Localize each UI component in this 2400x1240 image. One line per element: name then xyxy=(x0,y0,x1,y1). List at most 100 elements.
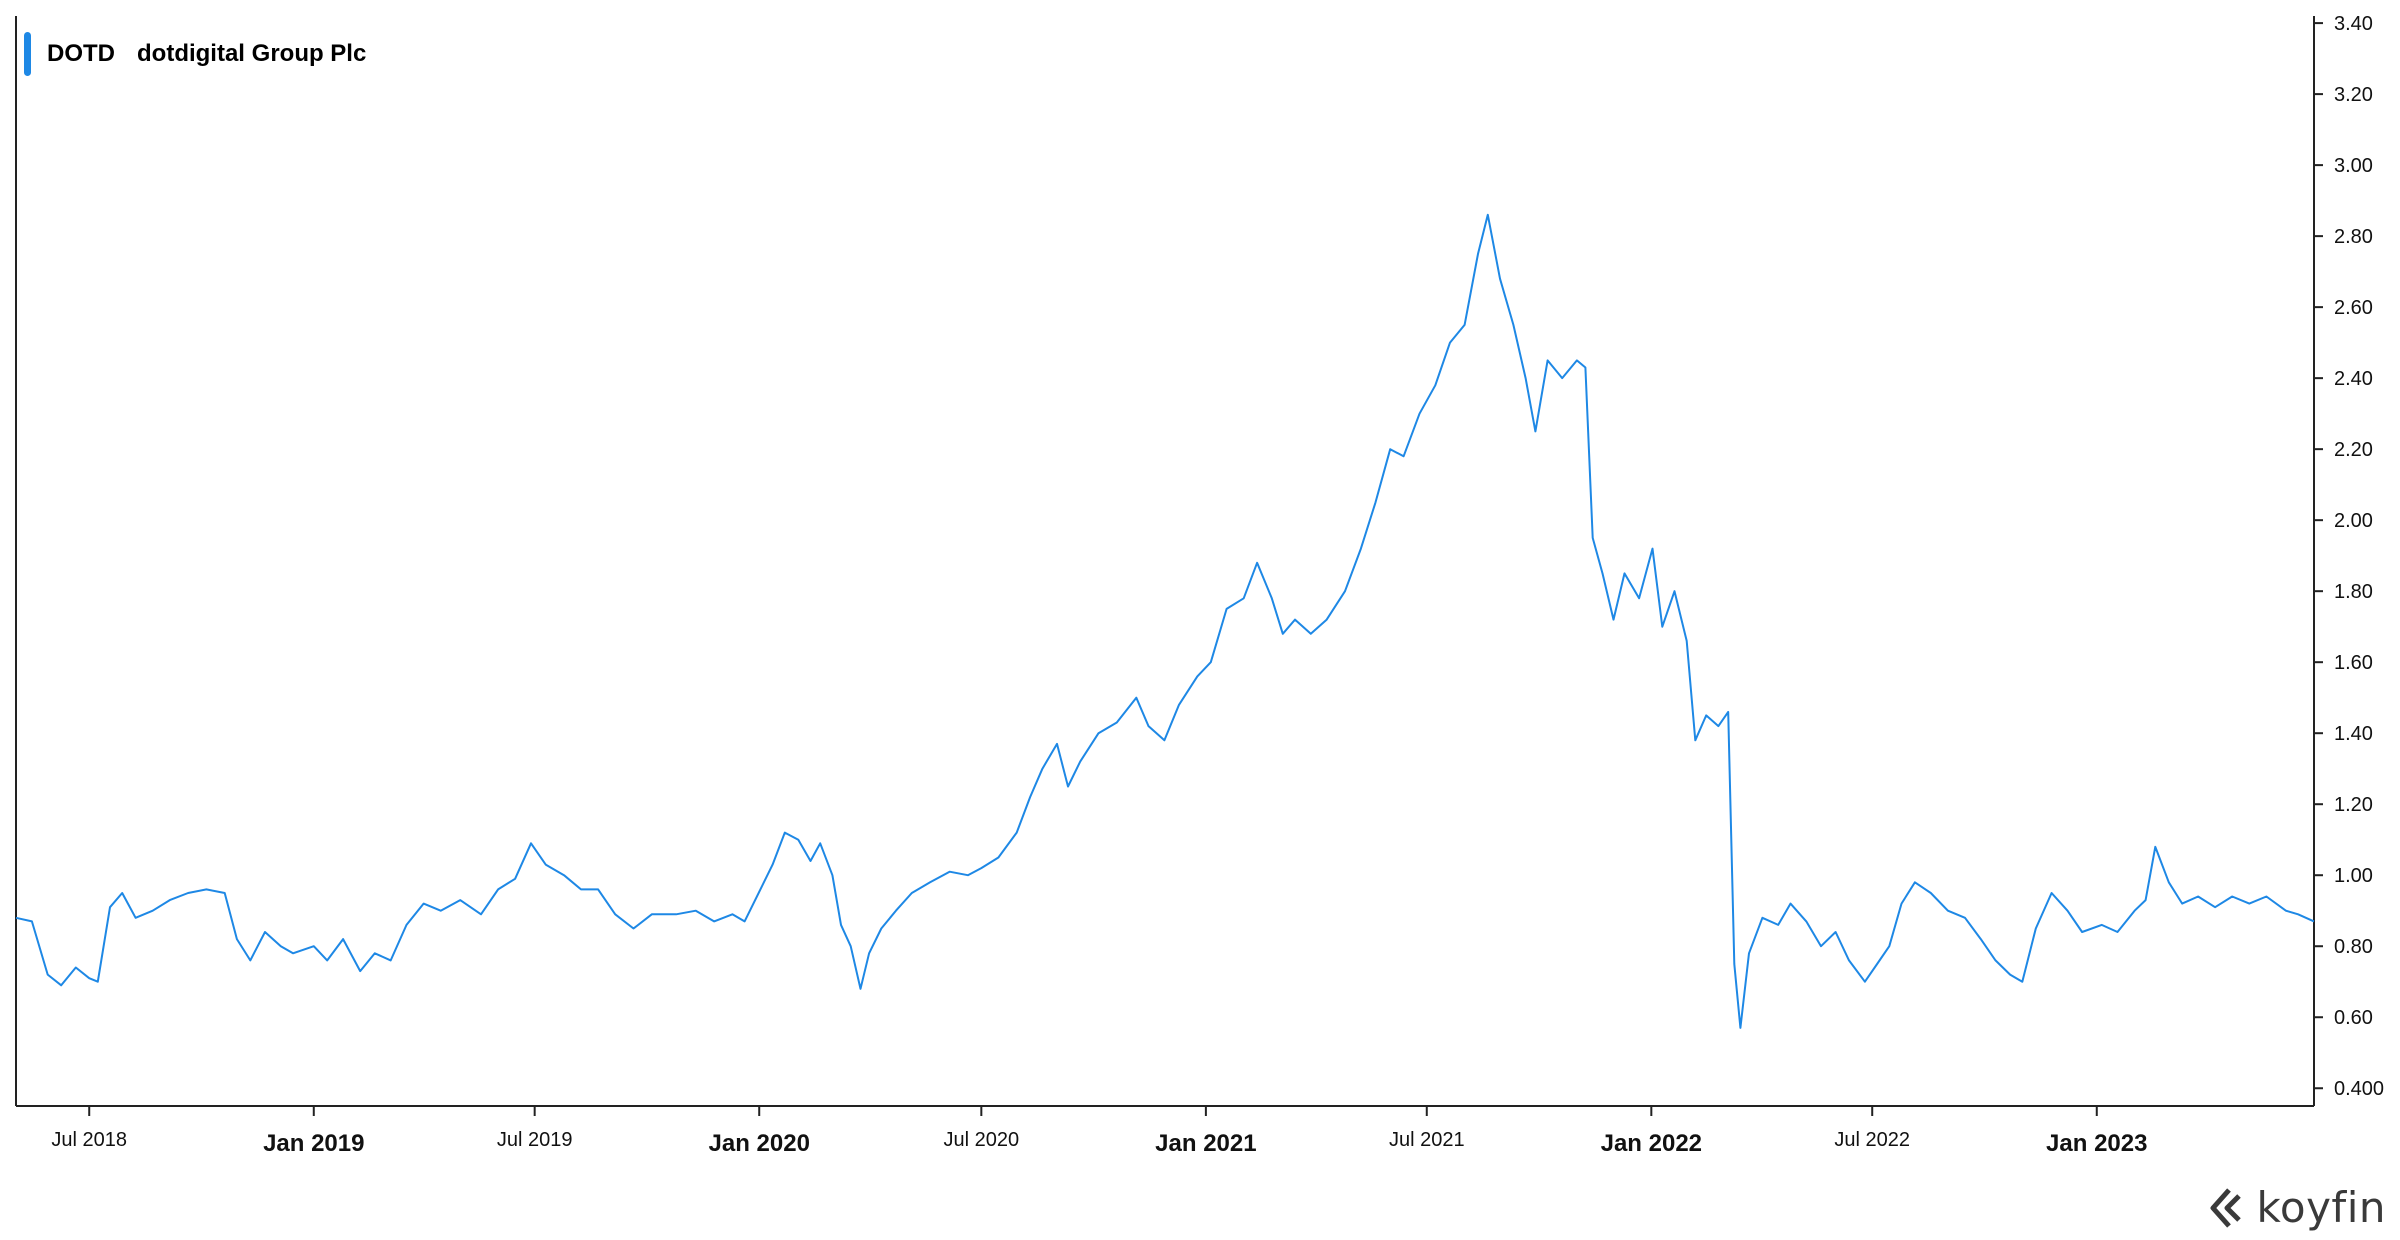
data-point xyxy=(1738,1026,1742,1030)
data-point xyxy=(496,887,500,891)
data-point xyxy=(1863,980,1867,984)
data-point xyxy=(1486,213,1490,217)
data-point xyxy=(2008,973,2012,977)
data-point xyxy=(894,909,898,913)
x-tick-label: Jul 2021 xyxy=(1389,1129,1465,1151)
data-point xyxy=(1533,429,1537,433)
data-point xyxy=(1402,454,1406,458)
data-point xyxy=(712,919,716,923)
x-axis: Jul 2018 Jan 2019 Jul 2019 Jan 2020 Jul 2020… xyxy=(15,16,2314,1157)
data-point xyxy=(439,909,443,913)
data-point xyxy=(59,983,63,987)
data-point xyxy=(291,951,295,955)
data-point xyxy=(223,891,227,895)
data-point xyxy=(1343,589,1347,593)
data-point xyxy=(2144,898,2148,902)
data-point xyxy=(818,841,822,845)
legend-company-name: dotdigital Group Plc xyxy=(137,40,367,67)
data-point xyxy=(1511,323,1515,327)
y-tick-label: 0.60 xyxy=(2334,1007,2373,1029)
data-point xyxy=(1209,660,1213,664)
data-point xyxy=(422,902,426,906)
data-point xyxy=(979,866,983,870)
y-tick-label: 2.60 xyxy=(2334,297,2373,319)
data-point xyxy=(2050,891,2054,895)
data-point xyxy=(632,927,636,931)
data-point xyxy=(849,944,853,948)
data-point xyxy=(1660,625,1664,629)
x-tick-label: Jul 2018 xyxy=(51,1129,127,1151)
data-point xyxy=(1560,376,1564,380)
data-point xyxy=(544,863,548,867)
data-point xyxy=(1162,738,1166,742)
data-point xyxy=(151,909,155,913)
data-point xyxy=(867,951,871,955)
data-point xyxy=(1583,366,1587,370)
data-point xyxy=(2133,909,2137,913)
y-tick-label: 1.60 xyxy=(2334,652,2373,674)
data-point xyxy=(966,873,970,877)
data-point xyxy=(2230,895,2234,899)
data-point xyxy=(1789,902,1793,906)
data-point xyxy=(2034,927,2038,931)
data-point xyxy=(2284,909,2288,913)
data-point xyxy=(1673,589,1677,593)
data-point xyxy=(458,898,462,902)
y-tick-label: 0.80 xyxy=(2334,936,2373,958)
data-point xyxy=(730,912,734,916)
data-point xyxy=(1374,500,1378,504)
data-point xyxy=(1325,618,1329,622)
data-point xyxy=(996,856,1000,860)
data-point xyxy=(1028,795,1032,799)
data-point xyxy=(2080,930,2084,934)
data-point xyxy=(1726,710,1730,714)
y-tick-label: 2.40 xyxy=(2334,368,2373,390)
data-point xyxy=(2020,980,2024,984)
data-point xyxy=(1309,632,1313,636)
data-point xyxy=(1359,547,1363,551)
y-tick-label: 1.80 xyxy=(2334,581,2373,603)
y-axis: 3.40 3.20 3.00 2.80 2.60 2.40 2.20 2.00 1.80 1.60… xyxy=(2313,13,2384,1106)
data-point xyxy=(1242,596,1246,600)
data-point xyxy=(783,831,787,835)
y-tick-label: 2.00 xyxy=(2334,510,2373,532)
brand-text: koyfin xyxy=(2256,1183,2386,1232)
data-point xyxy=(1637,596,1641,600)
data-point xyxy=(1546,358,1550,362)
brand-logo: koyfin xyxy=(2207,1183,2386,1232)
x-axis-ticks: Jul 2018 Jan 2019 Jul 2019 Jan 2020 Jul 2020… xyxy=(51,1106,2147,1157)
data-point xyxy=(743,919,747,923)
data-point xyxy=(186,891,190,895)
data-point xyxy=(2264,895,2268,899)
data-point xyxy=(1887,944,1891,948)
data-point xyxy=(204,887,208,891)
data-point xyxy=(1433,383,1437,387)
data-point xyxy=(2180,902,2184,906)
data-point xyxy=(2196,895,2200,899)
koyfin-logo-icon xyxy=(2210,1187,2241,1228)
data-point xyxy=(562,873,566,877)
series-layer xyxy=(15,213,2315,1030)
data-point xyxy=(1819,944,1823,948)
data-point xyxy=(1575,358,1579,362)
data-point xyxy=(46,973,50,977)
y-tick-label: 1.00 xyxy=(2334,865,2373,887)
data-point xyxy=(389,958,393,962)
data-point xyxy=(1732,962,1736,966)
data-point xyxy=(2167,880,2171,884)
data-point xyxy=(74,966,78,970)
data-point xyxy=(1929,891,1933,895)
data-point xyxy=(263,930,267,934)
data-point xyxy=(809,859,813,863)
data-point xyxy=(1055,742,1059,746)
data-point xyxy=(1704,713,1708,717)
legend-swatch xyxy=(24,32,31,76)
x-tick-label: Jan 2022 xyxy=(1601,1130,1702,1157)
data-point xyxy=(120,891,124,895)
data-point xyxy=(650,912,654,916)
x-tick-label: Jul 2020 xyxy=(944,1129,1020,1151)
x-tick-label: Jan 2021 xyxy=(1155,1130,1256,1157)
y-tick-label: 2.80 xyxy=(2334,226,2373,248)
data-point xyxy=(1388,447,1392,451)
data-point xyxy=(96,980,100,984)
